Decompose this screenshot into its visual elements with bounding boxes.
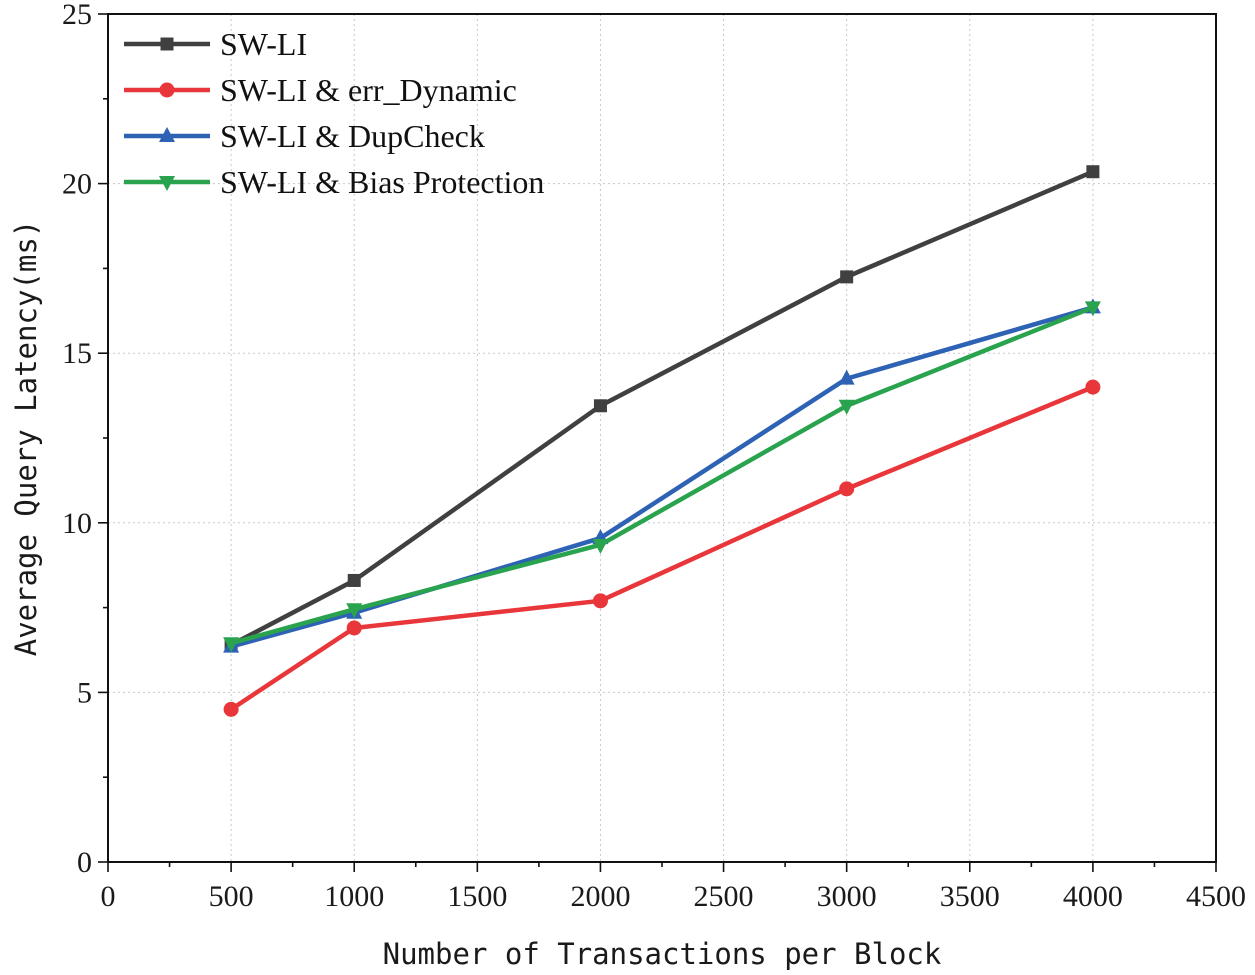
legend: SW-LI SW-LI & err_Dynamic SW-LI & DupCheck… bbox=[124, 26, 544, 200]
data-point bbox=[1086, 165, 1100, 179]
legend-entry: SW-LI & Bias Protection bbox=[124, 164, 544, 200]
y-tick-label: 0 bbox=[77, 846, 92, 879]
legend-marker bbox=[159, 82, 175, 98]
series-0 bbox=[224, 165, 1100, 652]
x-tick-label: 1000 bbox=[324, 880, 384, 913]
data-point bbox=[592, 538, 609, 554]
data-point bbox=[1085, 379, 1101, 395]
legend-label: SW-LI & DupCheck bbox=[220, 118, 485, 154]
y-tick-label: 15 bbox=[62, 337, 92, 370]
series-line bbox=[229, 385, 1094, 712]
data-point bbox=[592, 593, 608, 609]
data-point bbox=[593, 399, 607, 413]
data-point bbox=[840, 270, 854, 284]
legend-marker bbox=[159, 176, 175, 191]
data-point bbox=[838, 369, 855, 385]
axes: 0 500 1000 1500 2000 2500 3000 3500 4000 4500 0 5 10… bbox=[62, 0, 1246, 913]
x-tick-label: 3500 bbox=[940, 880, 1000, 913]
legend-entry: SW-LI & DupCheck bbox=[124, 118, 485, 154]
series-3 bbox=[223, 301, 1101, 653]
x-tick-label: 3000 bbox=[817, 880, 877, 913]
x-tick-label: 4000 bbox=[1063, 880, 1123, 913]
legend-label: SW-LI & Bias Protection bbox=[220, 164, 544, 200]
legend-marker bbox=[159, 127, 175, 142]
data-point bbox=[347, 573, 361, 587]
data-point bbox=[223, 701, 239, 717]
data-point bbox=[346, 620, 362, 636]
x-tick-label: 4500 bbox=[1186, 880, 1246, 913]
x-tick-label: 1500 bbox=[447, 880, 507, 913]
y-tick-label: 5 bbox=[77, 676, 92, 709]
y-axis-title: Average Query Latency(ms) bbox=[9, 220, 43, 657]
grid-lines bbox=[108, 14, 1216, 862]
series-line bbox=[230, 305, 1094, 646]
y-tick-label: 20 bbox=[62, 168, 92, 201]
data-point bbox=[838, 399, 855, 415]
x-tick-label: 2000 bbox=[570, 880, 630, 913]
legend-marker bbox=[160, 37, 174, 51]
data-point bbox=[839, 481, 855, 497]
x-axis-title: Number of Transactions per Block bbox=[383, 937, 942, 971]
legend-entry: SW-LI & err_Dynamic bbox=[124, 72, 517, 108]
series-lines bbox=[223, 165, 1101, 717]
series-1 bbox=[223, 379, 1101, 717]
x-tick-label: 500 bbox=[209, 880, 254, 913]
x-tick-label: 0 bbox=[101, 880, 116, 913]
series-2 bbox=[223, 298, 1101, 653]
data-point bbox=[223, 637, 240, 653]
legend-label: SW-LI bbox=[220, 26, 307, 62]
legend-label: SW-LI & err_Dynamic bbox=[220, 72, 517, 108]
y-tick-label: 10 bbox=[62, 507, 92, 540]
data-point bbox=[346, 603, 363, 619]
y-tick-label: 25 bbox=[62, 0, 92, 31]
data-point bbox=[1084, 301, 1101, 317]
x-tick-label: 2500 bbox=[694, 880, 754, 913]
legend-entry: SW-LI bbox=[124, 26, 307, 62]
